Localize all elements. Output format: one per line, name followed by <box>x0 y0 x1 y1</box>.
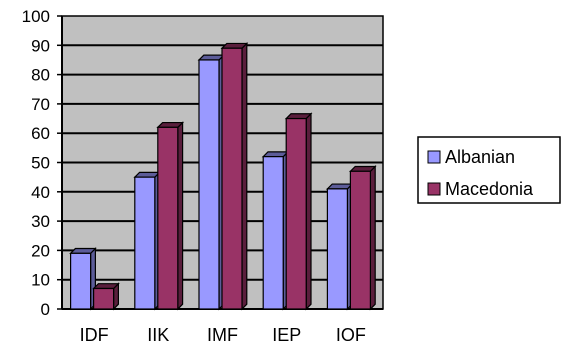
x-tick-label: IDF <box>80 325 109 345</box>
bar-macedonia-idf <box>92 282 120 311</box>
bar-top <box>156 121 185 128</box>
y-axis: 0 10 20 30 40 50 60 70 80 90 100 <box>22 7 63 319</box>
bar-albanian-iep <box>261 150 290 311</box>
legend-swatch-albanian <box>427 150 441 164</box>
legend-box <box>417 136 561 204</box>
y-tick-label: 30 <box>31 212 50 231</box>
bar-side <box>241 41 248 311</box>
bar-side <box>369 165 376 311</box>
bar-front <box>69 252 92 310</box>
x-axis: IDF IIK IMF IEP IOF <box>62 308 383 345</box>
bar-top <box>261 151 290 158</box>
bar-front <box>198 59 220 310</box>
bar-macedonia-iep <box>284 112 313 311</box>
bar-albanian-idf <box>69 247 97 311</box>
bar-front <box>285 117 307 310</box>
bar-top <box>325 183 354 190</box>
bar-front <box>134 176 156 310</box>
bar-top <box>220 42 249 49</box>
y-tick-label: 0 <box>41 300 50 319</box>
bar-front <box>349 170 371 310</box>
bar-front <box>157 126 179 310</box>
legend-swatch-macedonia <box>427 182 441 196</box>
bar-albanian-imf <box>197 53 226 311</box>
x-tick-label: IMF <box>207 325 238 345</box>
y-tick-label: 60 <box>31 124 50 143</box>
bar-top <box>69 247 97 254</box>
y-tick-label: 90 <box>31 36 50 55</box>
legend: Albanian Macedonia <box>417 136 561 204</box>
bar-front <box>221 47 243 310</box>
y-tick-label: 100 <box>22 7 50 26</box>
bar-side <box>305 112 312 311</box>
bar-top <box>284 113 313 120</box>
y-tick-label: 50 <box>31 154 50 173</box>
bar-macedonia-imf <box>220 41 249 311</box>
y-tick-label: 80 <box>31 66 50 85</box>
bar-top <box>197 54 226 61</box>
y-tick-label: 40 <box>31 183 50 202</box>
bar-albanian-iof <box>325 182 354 311</box>
bar-top <box>92 283 120 290</box>
bar-front <box>92 287 115 310</box>
bar-top <box>348 165 377 172</box>
bar-top <box>133 171 162 178</box>
legend-label-albanian: Albanian <box>445 147 515 167</box>
y-tick-label: 10 <box>31 271 50 290</box>
x-tick-label: IIK <box>147 325 169 345</box>
y-tick-label: 70 <box>31 95 50 114</box>
bar-front <box>326 188 348 310</box>
bar-albanian-iik <box>133 170 162 311</box>
bar-macedonia-iik <box>156 121 185 311</box>
x-tick-label: IOF <box>336 325 366 345</box>
bar-macedonia-iof <box>348 165 377 311</box>
bar-side <box>177 121 184 311</box>
y-tick-label: 20 <box>31 241 50 260</box>
bars <box>69 41 377 311</box>
legend-label-macedonia: Macedonia <box>445 179 534 199</box>
bar-front <box>262 156 284 310</box>
x-tick-label: IEP <box>272 325 301 345</box>
